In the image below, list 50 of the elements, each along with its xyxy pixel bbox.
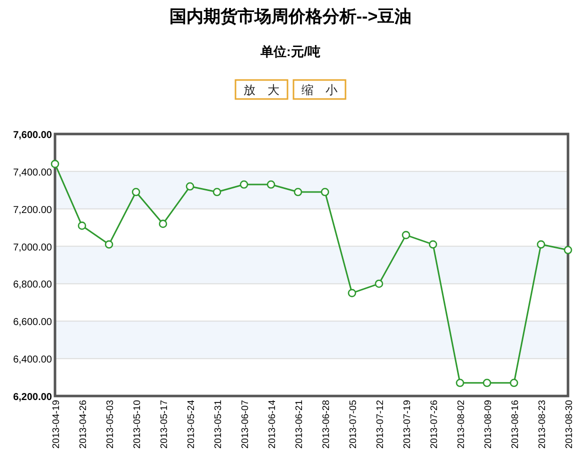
x-tick-label: 2013-08-23: [537, 400, 548, 449]
point: [402, 230, 410, 240]
x-tick-label: 2013-07-05: [348, 400, 359, 449]
y-tick-label: 6,200.00: [13, 392, 52, 403]
point: [132, 188, 140, 196]
point: [104, 240, 114, 249]
x-tick-label: 2013-05-31: [213, 400, 224, 449]
y-tick-label: 7,000.00: [13, 242, 52, 254]
point: [320, 188, 330, 196]
x-tick-label: 2013-07-12: [375, 400, 386, 449]
point: [456, 378, 464, 388]
point: [266, 180, 276, 189]
y-tick-label: 7,200.00: [13, 204, 52, 216]
x-tick-label: 2013-05-03: [105, 400, 116, 449]
point: [294, 188, 302, 196]
point: [428, 240, 438, 249]
x-tick-label: 2013-04-19: [51, 400, 62, 449]
point: [482, 378, 492, 388]
y-tick-label: 7,600.00: [13, 130, 52, 141]
chart-subtitle: 单位:元/吨: [260, 44, 320, 59]
point: [212, 188, 222, 196]
y-tick-label: 6,800.00: [13, 280, 52, 291]
point: [186, 182, 194, 191]
x-tick-label: 2013-08-30: [564, 400, 575, 449]
x-tick-label: 2013-06-07: [240, 400, 251, 449]
point: [158, 220, 168, 228]
point: [240, 180, 248, 189]
x-tick-label: 2013-08-16: [510, 400, 521, 449]
x-tick-label: 2013-05-17: [159, 400, 170, 449]
x-tick-label: 2013-07-19: [402, 400, 413, 449]
point: [348, 288, 356, 298]
x-tick-label: 2013-08-02: [456, 400, 467, 449]
point: [510, 378, 518, 388]
x-tick-label: 2013-05-24: [186, 400, 197, 449]
point: [78, 222, 86, 230]
chart-title: 国内期货市场周价格分析-->豆油: [169, 7, 412, 26]
x-tick-label: 2013-04-26: [78, 400, 89, 449]
point: [374, 280, 384, 288]
x-tick-label: 2013-06-21: [294, 400, 305, 449]
x-tick-label: 2013-06-28: [321, 400, 332, 449]
x-tick-label: 2013-07-26: [429, 400, 440, 449]
x-tick-label: 2013-05-10: [132, 400, 143, 449]
y-tick-label: 6,600.00: [13, 317, 52, 328]
point: [564, 246, 572, 254]
y-tick-label: 6,400.00: [13, 354, 52, 366]
x-tick-label: 2013-06-14: [267, 400, 278, 449]
point: [536, 240, 546, 249]
point: [50, 160, 60, 168]
y-tick-label: 7,400.00: [13, 167, 52, 178]
x-tick-label: 2013-08-09: [483, 400, 494, 449]
